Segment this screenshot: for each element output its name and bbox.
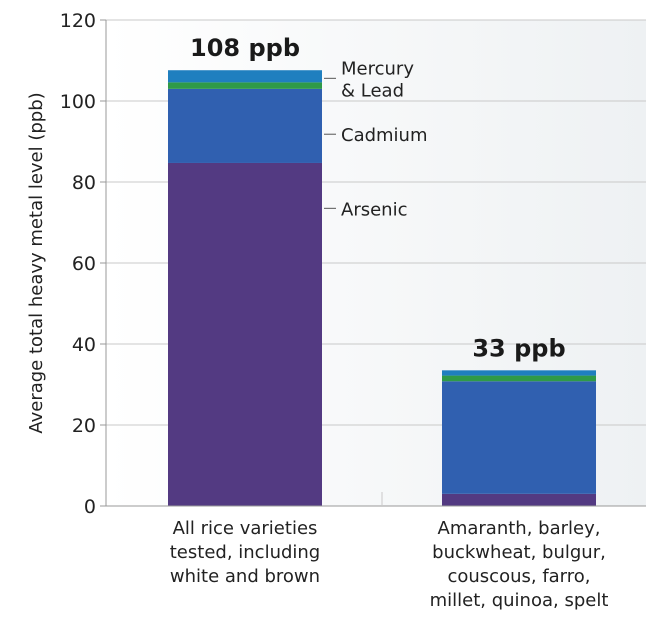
y-tick-label: 0 [84, 496, 96, 518]
y-tick-label: 120 [60, 10, 96, 32]
annotation-label: Arsenic [341, 199, 407, 220]
bar-segment-3 [442, 375, 596, 382]
category-label: All rice varieties tested, including white… [170, 518, 321, 587]
bar-segment-4 [168, 70, 322, 83]
y-tick-label: 40 [72, 334, 96, 356]
category-label: Amaranth, barley, buckwheat, bulgur, cousc… [430, 518, 609, 611]
y-tick-label: 60 [72, 253, 96, 275]
y-tick-label: 80 [72, 172, 96, 194]
axes [100, 19, 646, 507]
bar-segment-4 [442, 370, 596, 376]
y-axis-label: Average total heavy metal level (ppb) [26, 92, 47, 433]
annotation-label: Cadmium [341, 125, 428, 146]
bar-total-label: 108 ppb [190, 34, 300, 62]
bar-segment-3 [168, 82, 322, 89]
y-tick-label: 20 [72, 415, 96, 437]
bar-segment-2 [442, 381, 596, 494]
bars [168, 70, 596, 506]
annotation-label: Mercury & Lead [341, 58, 414, 101]
labels: 0 20 40 60 80 100 120 Average total heavy metal… [26, 10, 608, 611]
y-tick-label: 100 [60, 91, 96, 113]
bar-segment-2 [168, 88, 322, 163]
bar-total-label: 33 ppb [472, 334, 565, 362]
bar-segment-1 [442, 493, 596, 506]
bar-segment-1 [168, 162, 322, 506]
